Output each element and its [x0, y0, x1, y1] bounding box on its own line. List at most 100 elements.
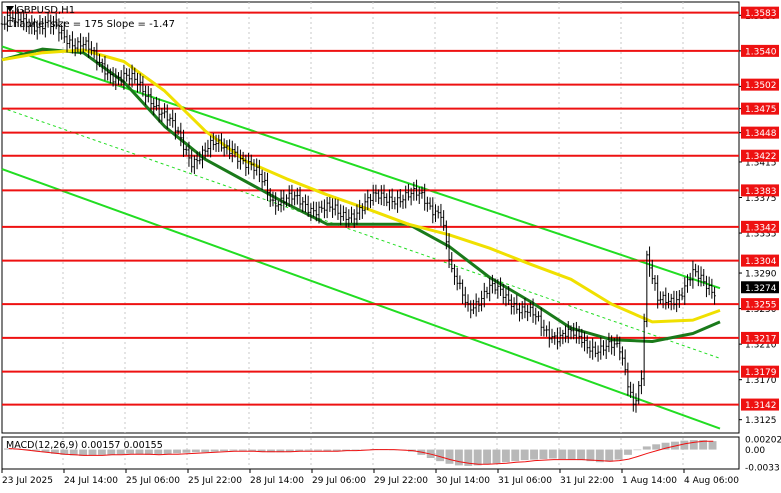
price-tick-label: 1.3375 — [745, 194, 777, 204]
macd-histogram-bar — [267, 449, 275, 453]
macd-histogram-bar — [642, 446, 651, 450]
macd-histogram-bar — [614, 449, 623, 460]
collapse-triangle-icon[interactable] — [6, 6, 14, 12]
macd-histogram-bar — [97, 449, 106, 455]
symbol-label: GBPUSD,H1 — [16, 5, 75, 16]
macd-histogram-bar — [4, 448, 12, 450]
level-price-label: 1.3383 — [745, 187, 777, 197]
level-price-badge — [741, 6, 779, 19]
price-tick-label: 1.3415 — [745, 158, 777, 168]
macd-histogram-bar — [314, 449, 322, 451]
macd-histogram-bar — [342, 449, 351, 451]
macd-histogram-bar — [454, 449, 463, 466]
macd-histogram-bar — [577, 449, 585, 461]
macd-panel-frame — [1, 436, 740, 470]
macd-histogram-bar — [60, 449, 69, 455]
macd-tick-label: 0.00 — [745, 446, 765, 456]
macd-histogram-bar — [229, 449, 238, 451]
macd-histogram-bar — [41, 449, 50, 453]
time-tick-label: 29 Jul 22:00 — [374, 476, 428, 486]
level-price-badge — [741, 102, 779, 115]
macd-histogram-bar — [32, 449, 41, 451]
time-tick-label: 25 Jul 06:00 — [126, 476, 180, 486]
channel-layer — [1, 45, 721, 430]
level-price-label: 1.3502 — [745, 81, 777, 91]
current-price-label: 1.3274 — [745, 284, 777, 294]
price-tick-label: 1.3125 — [745, 416, 777, 426]
macd-histogram-bar — [79, 449, 88, 456]
time-tick-label: 24 Jul 14:00 — [64, 476, 118, 486]
current-price-badge — [741, 281, 779, 294]
macd-histogram-bar — [69, 449, 78, 456]
level-price-badge — [741, 220, 779, 233]
macd-histogram-bar — [473, 449, 482, 466]
time-tick-label: 31 Jul 06:00 — [498, 476, 552, 486]
level-price-label: 1.3422 — [745, 152, 777, 162]
macd-histogram-bar — [220, 449, 228, 452]
macd-histogram-bar — [624, 449, 632, 455]
macd-histogram-bar — [511, 449, 520, 462]
macd-label: MACD(12,26,9) 0.00157 0.00155 — [6, 440, 163, 451]
time-tick-label: 30 Jul 14:00 — [436, 476, 490, 486]
macd-histogram-bar — [501, 449, 510, 463]
macd-signal-line — [8, 440, 714, 465]
channel-indicator-label: Channel size = 175 Slope = -1.47 — [6, 19, 175, 30]
time-axis: 23 Jul 2025 24 Jul 14:00 25 Jul 06:00 25 Ju… — [1, 469, 739, 486]
macd-histogram-bar — [680, 440, 689, 450]
macd-histogram-bar — [116, 449, 125, 455]
level-price-badge — [741, 254, 779, 267]
level-price-badge — [741, 149, 779, 162]
macd-histogram-bar — [88, 449, 97, 456]
price-tick-label: 1.3290 — [745, 270, 777, 280]
macd-histogram-bar — [295, 449, 304, 452]
macd-histogram-bar — [144, 449, 153, 455]
macd-histogram-bar — [304, 449, 313, 451]
macd-histogram-bar — [633, 449, 642, 451]
macd-histogram-bar — [699, 440, 708, 450]
level-price-badge — [741, 44, 779, 57]
macd-histogram-bar — [652, 444, 661, 450]
macd-histogram-bar — [586, 449, 595, 462]
macd-histogram-bar — [530, 449, 538, 460]
macd-histogram-bar — [520, 449, 529, 461]
price-axis: 1.35801.35401.35001.34751.34481.34151.33… — [739, 6, 779, 426]
price-series — [0, 4, 716, 413]
level-price-label: 1.3217 — [745, 334, 777, 344]
macd-histogram-bar — [436, 449, 445, 462]
macd-histogram-bar — [445, 449, 454, 464]
macd-histogram-bar — [558, 449, 567, 460]
macd-tick-label: -0.0033 — [745, 463, 780, 473]
time-tick-label: 1 Aug 14:00 — [622, 476, 677, 486]
macd-histogram-bar — [135, 449, 144, 455]
level-price-label: 1.3179 — [745, 368, 777, 378]
time-tick-label: 29 Jul 06:00 — [312, 476, 366, 486]
macd-histogram-bar — [548, 449, 557, 459]
macd-histogram-bar — [50, 449, 59, 454]
macd-histogram-bar — [539, 449, 548, 460]
macd-histogram-bar — [126, 449, 135, 454]
time-tick-label: 23 Jul 2025 — [2, 476, 53, 486]
macd-histogram-bar — [191, 449, 200, 453]
time-tick-label: 4 Aug 06:00 — [684, 476, 739, 486]
macd-histogram-bar — [276, 449, 285, 453]
price-tick-label: 1.3335 — [745, 230, 777, 240]
macd-histogram-bar — [567, 449, 576, 460]
level-layer — [2, 11, 739, 406]
macd-histogram-bar — [708, 441, 717, 450]
macd-histogram-bar — [351, 449, 360, 451]
level-price-label: 1.3304 — [745, 257, 777, 267]
level-price-badge — [741, 184, 779, 197]
macd-histogram-bar — [661, 442, 670, 450]
level-price-label: 1.3342 — [745, 223, 777, 233]
channel-line — [1, 45, 721, 290]
macd-histogram-bar — [210, 449, 219, 452]
time-tick-label: 25 Jul 22:00 — [188, 476, 242, 486]
level-price-label: 1.3255 — [745, 301, 777, 311]
macd-histogram-bar — [483, 449, 492, 465]
macd-histogram-bar — [238, 449, 247, 451]
channel-midline — [1, 107, 721, 359]
